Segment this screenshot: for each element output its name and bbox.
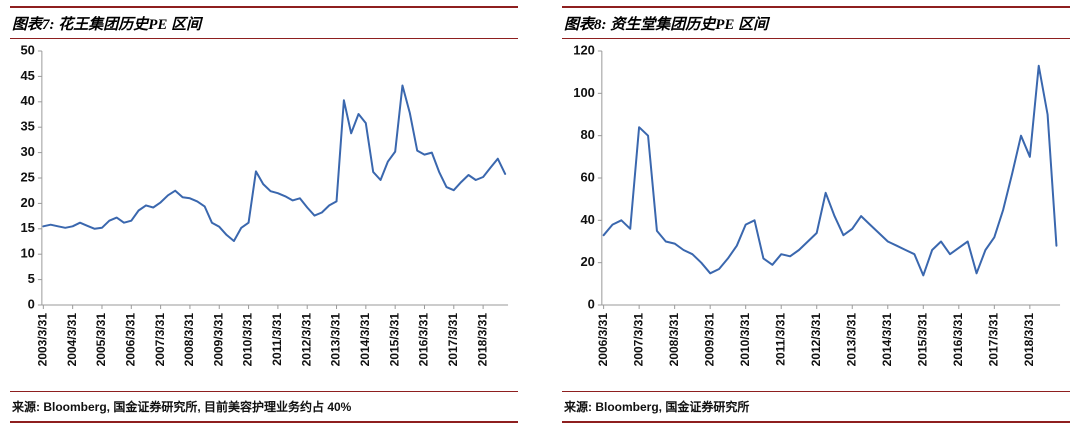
svg-text:2005/3/31: 2005/3/31 — [94, 313, 108, 367]
source-divider — [10, 391, 518, 392]
svg-text:2007/3/31: 2007/3/31 — [153, 313, 167, 367]
svg-text:2008/3/31: 2008/3/31 — [182, 313, 196, 367]
svg-text:2016/3/31: 2016/3/31 — [417, 313, 431, 367]
svg-text:50: 50 — [20, 42, 34, 57]
svg-text:2016/3/31: 2016/3/31 — [951, 313, 965, 367]
svg-text:2014/3/31: 2014/3/31 — [880, 313, 894, 367]
shiseido-pe-line-chart: 0 20 40 60 80 100 120 2006/3/31 2007/3/31 2008/3/… — [573, 42, 1061, 367]
svg-text:15: 15 — [20, 220, 34, 235]
svg-text:80: 80 — [580, 127, 594, 142]
svg-text:2013/3/31: 2013/3/31 — [329, 313, 343, 367]
svg-text:100: 100 — [573, 85, 595, 100]
svg-text:2010/3/31: 2010/3/31 — [738, 313, 752, 367]
svg-text:2006/3/31: 2006/3/31 — [123, 313, 137, 367]
svg-text:2008/3/31: 2008/3/31 — [667, 313, 681, 367]
svg-text:2009/3/31: 2009/3/31 — [211, 313, 225, 367]
svg-text:10: 10 — [20, 246, 34, 261]
title-divider — [10, 38, 518, 39]
chart-panel-kao: 图表7: 花王集团历史PE 区间 0 5 10 15 20 25 30 35 40 45 50 200… — [10, 6, 518, 423]
svg-text:2015/3/31: 2015/3/31 — [915, 313, 929, 367]
svg-text:2006/3/31: 2006/3/31 — [596, 313, 610, 367]
top-divider — [10, 6, 518, 8]
svg-text:2018/3/31: 2018/3/31 — [1022, 313, 1036, 367]
svg-text:2012/3/31: 2012/3/31 — [299, 313, 313, 367]
chart-title-shiseido: 图表8: 资生堂集团历史PE 区间 — [564, 17, 769, 33]
title-divider — [562, 38, 1070, 39]
chart-title-kao: 图表7: 花王集团历史PE 区间 — [12, 17, 202, 33]
source-divider — [562, 391, 1070, 392]
source-note-kao: 来源: Bloomberg, 国金证券研究所, 目前美容护理业务约占 40% — [12, 400, 352, 414]
svg-text:2009/3/31: 2009/3/31 — [702, 313, 716, 367]
bottom-divider — [10, 421, 518, 423]
svg-text:40: 40 — [20, 93, 34, 108]
svg-text:2015/3/31: 2015/3/31 — [387, 313, 401, 367]
svg-text:0: 0 — [588, 296, 595, 311]
source-note-shiseido: 来源: Bloomberg, 国金证券研究所 — [564, 400, 750, 414]
svg-text:2003/3/31: 2003/3/31 — [36, 313, 50, 367]
svg-text:60: 60 — [580, 169, 594, 184]
svg-text:2012/3/31: 2012/3/31 — [809, 313, 823, 367]
svg-text:2011/3/31: 2011/3/31 — [773, 313, 787, 366]
svg-text:2011/3/31: 2011/3/31 — [270, 313, 284, 366]
kao-pe-line-chart: 0 5 10 15 20 25 30 35 40 45 50 2003/3/31 2004/3/31 20… — [20, 42, 509, 367]
svg-text:40: 40 — [580, 212, 594, 227]
bottom-divider — [562, 421, 1070, 423]
svg-text:120: 120 — [573, 42, 595, 57]
svg-text:0: 0 — [28, 296, 35, 311]
svg-text:2007/3/31: 2007/3/31 — [631, 313, 645, 367]
svg-text:20: 20 — [580, 254, 594, 269]
svg-text:2018/3/31: 2018/3/31 — [475, 313, 489, 367]
top-divider — [562, 6, 1070, 8]
svg-text:2010/3/31: 2010/3/31 — [241, 313, 255, 367]
chart-panel-shiseido: 图表8: 资生堂集团历史PE 区间 0 20 40 60 80 100 120 2006/3/… — [562, 6, 1070, 423]
svg-text:20: 20 — [20, 195, 34, 210]
svg-text:2017/3/31: 2017/3/31 — [446, 313, 460, 367]
svg-text:25: 25 — [20, 169, 34, 184]
svg-text:2013/3/31: 2013/3/31 — [844, 313, 858, 367]
svg-text:2017/3/31: 2017/3/31 — [987, 313, 1001, 367]
svg-text:2014/3/31: 2014/3/31 — [358, 313, 372, 367]
svg-text:2004/3/31: 2004/3/31 — [65, 313, 79, 367]
svg-text:45: 45 — [20, 68, 34, 83]
svg-text:35: 35 — [20, 119, 34, 134]
svg-text:5: 5 — [28, 271, 35, 286]
svg-text:30: 30 — [20, 144, 34, 159]
